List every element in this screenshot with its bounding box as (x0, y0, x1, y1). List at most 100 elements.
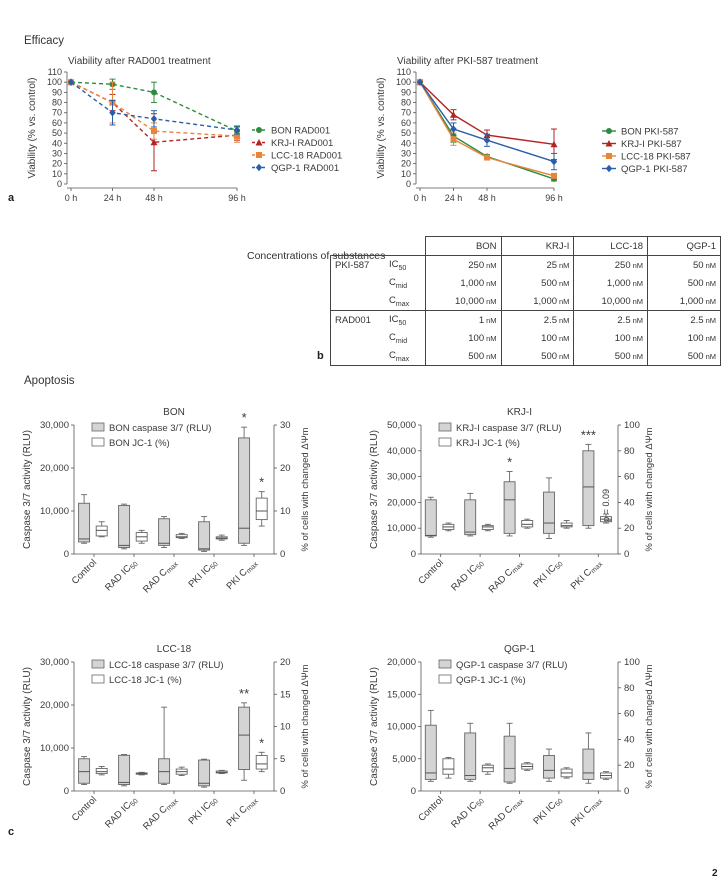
qgp1-apoptosis-chart: QGP-1 Caspase 3/7 activity (RLU) % of cell… (369, 644, 655, 832)
y-tick-label: 90 (401, 87, 411, 97)
y2-tick-label: 20 (624, 760, 635, 771)
y-axis-label: Caspase 3/7 activity (RLU) (22, 667, 33, 786)
y-tick-label: 10,000 (387, 523, 416, 534)
legend-swatch-jc1 (91, 674, 105, 684)
jc1-box (481, 523, 494, 532)
series-line (70, 81, 238, 132)
value-unit: nM (632, 278, 644, 288)
table-row: Cmid 1,000 nM 500 nM 1,000 nM 500 nM (330, 274, 721, 292)
significance-mark: *** (581, 427, 596, 442)
jc1-box (95, 521, 108, 538)
x-tick-label: PKI IC50 (531, 794, 564, 827)
legend-label: LCC-18 JC-1 (%) (109, 675, 182, 686)
value-number: 10,000 (455, 295, 485, 307)
panel-label-c: c (8, 826, 15, 838)
chart-title: Viability after PKI-587 treatment (397, 56, 538, 67)
y-axis-label: Caspase 3/7 activity (RLU) (369, 667, 380, 786)
value-number: 500 (541, 277, 558, 289)
value-number: 10,000 (601, 295, 631, 307)
value-number: 500 (687, 277, 704, 289)
value-number: 1,000 (679, 295, 704, 307)
y-tick-label: 0 (64, 786, 69, 797)
value-number: 100 (614, 332, 631, 344)
value-number: 100 (687, 332, 704, 344)
y2-tick-label: 0 (624, 549, 629, 560)
y-tick-label: 60 (401, 118, 411, 128)
data-point (483, 136, 491, 145)
caspase-box (198, 758, 211, 788)
iqr-box (503, 481, 516, 534)
jc1-box (255, 751, 268, 773)
value-unit: nM (486, 315, 497, 325)
x-tick-label: RAD IC50 (449, 557, 486, 594)
caspase-box (78, 494, 91, 544)
jc1-box (175, 766, 188, 776)
parameter-label: IC (389, 313, 399, 325)
y-tick-label: 100 (396, 77, 411, 87)
y-tick-label: 0 (406, 179, 411, 189)
y2-axis-label: % of cells with changed ΔΨm (300, 427, 311, 551)
series-krj-i-pki-587: KRJ-I PKI-587 (416, 78, 682, 161)
lcc18-apoptosis-chart: LCC-18 Caspase 3/7 activity (RLU) % of cel… (22, 644, 311, 832)
data-point (450, 111, 457, 118)
iqr-box (255, 755, 268, 770)
y-tick-label: 80 (401, 98, 411, 108)
value-number: 2.5 (690, 314, 704, 326)
parameter-label: IC (389, 258, 399, 270)
caspase-box (543, 477, 555, 539)
value-unit: nM (705, 278, 716, 288)
y2-tick-label: 80 (624, 683, 635, 694)
significance-mark: * (259, 475, 264, 490)
legend-marker (256, 127, 262, 133)
x-tick-label: PKI Cmax (569, 557, 605, 593)
data-point (551, 172, 557, 179)
y2-tick-label: 40 (624, 734, 635, 745)
y2-tick-label: 20 (280, 657, 291, 668)
y2-axis-label: % of cells with changed ΔΨm (644, 427, 655, 551)
series-line (419, 81, 555, 177)
column-header: LCC-18 (573, 236, 648, 256)
data-point (550, 157, 558, 166)
iqr-box (78, 758, 91, 784)
significance-mark: * (259, 735, 264, 750)
jc1-box (521, 762, 534, 771)
substance-cell: PKI-587 (330, 255, 385, 274)
value-number: 250 (468, 259, 485, 271)
y2-tick-label: 10 (280, 506, 291, 517)
iqr-box (255, 497, 268, 521)
x-tick-label: RAD IC50 (449, 794, 486, 831)
y2-tick-label: 20 (280, 463, 291, 474)
value-unit: nM (705, 260, 716, 270)
value-number: 25 (546, 259, 558, 271)
chart-title: KRJ-I (507, 407, 532, 418)
parameter-cell: Cmax (385, 347, 426, 366)
value-cell: 1,000 nM (647, 292, 721, 311)
chart-title: QGP-1 (504, 644, 536, 655)
value-cell: 500 nM (647, 347, 721, 366)
iqr-box (158, 758, 171, 784)
y2-tick-label: 80 (624, 446, 635, 457)
jc1-box (600, 771, 612, 780)
iqr-box (238, 706, 251, 770)
rad001-viability-chart: Viability after RAD001 treatment Viabilit… (27, 56, 342, 202)
data-point (233, 126, 241, 134)
y-tick-label: 0 (57, 179, 62, 189)
value-number: 500 (614, 350, 631, 362)
y2-tick-label: 0 (280, 549, 285, 560)
x-tick-label: 48 h (145, 193, 163, 202)
table-row: Cmid 100 nM 100 nM 100 nM 100 nM (330, 329, 721, 347)
value-unit: nM (559, 315, 570, 325)
y-axis-label: Caspase 3/7 activity (RLU) (22, 430, 33, 549)
y2-tick-label: 5 (280, 754, 285, 765)
caspase-box (582, 732, 595, 784)
iqr-box (118, 754, 131, 785)
y-tick-label: 50 (401, 128, 411, 138)
concentration-table: BON KRJ-I LCC-18 QGP-1 PKI-587 IC50 250 nM 25 nM 2… (330, 236, 721, 366)
substance-cell (330, 274, 385, 292)
y-tick-label: 100 (47, 77, 62, 87)
x-tick-label: Control (416, 794, 445, 823)
iqr-box (95, 525, 108, 537)
y2-tick-label: 20 (624, 523, 635, 534)
parameter-subscript: mid (395, 282, 408, 290)
y-tick-label: 110 (397, 67, 411, 77)
